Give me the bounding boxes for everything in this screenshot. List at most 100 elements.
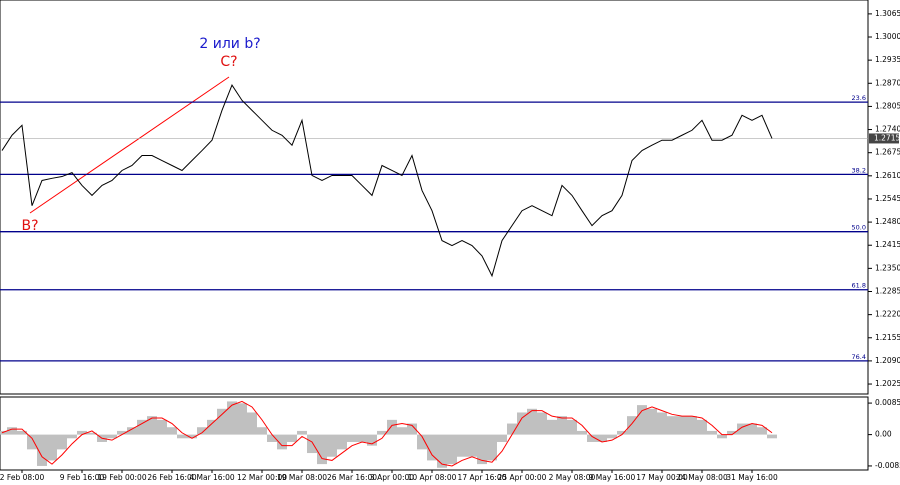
histogram-bar xyxy=(747,423,757,435)
annotation: 2 или b? xyxy=(199,36,260,52)
y-tick-label: 0.00 xyxy=(875,430,892,439)
histogram-bar xyxy=(177,434,187,439)
y-tick-label: 1.2870 xyxy=(875,78,900,87)
y-tick-label: 1.2935 xyxy=(875,55,900,64)
histogram-bar xyxy=(77,430,87,435)
x-tick-label: 4 Mar 16:00 xyxy=(189,473,235,482)
histogram-bar xyxy=(117,430,127,435)
histogram-bar xyxy=(397,427,407,435)
y-tick-label: -0.0085 xyxy=(875,461,900,470)
price-line xyxy=(1,83,773,278)
histogram-bar xyxy=(767,434,777,439)
histogram-bar xyxy=(107,434,117,439)
histogram-bar xyxy=(617,430,627,435)
histogram-bar xyxy=(297,430,307,435)
x-tick-label: 26 Feb 16:00 xyxy=(147,473,196,482)
histogram-bar xyxy=(527,408,537,435)
y-tick-label: 1.2675 xyxy=(875,148,900,157)
histogram-bar xyxy=(137,419,147,435)
histogram-bar xyxy=(607,434,617,439)
histogram-bar xyxy=(87,432,97,435)
histogram-bar xyxy=(477,434,487,465)
histogram-bar xyxy=(187,434,197,439)
x-tick-label: 25 Apr 00:00 xyxy=(498,473,547,482)
wave-line xyxy=(29,76,230,214)
y-tick-label: 1.2220 xyxy=(875,310,900,319)
x-tick-label: 2 May 08:00 xyxy=(549,473,596,482)
histogram-bar xyxy=(657,412,667,435)
x-tick-label: 26 Mar 16:00 xyxy=(327,473,377,482)
y-tick-label: 1.2415 xyxy=(875,240,900,249)
fib-label: 23.6 xyxy=(852,94,866,102)
histogram-bar xyxy=(457,434,467,457)
y-tick-label: 1.2025 xyxy=(875,379,900,388)
histogram-bar xyxy=(687,416,697,435)
histogram-bar xyxy=(517,412,527,435)
y-tick-label: 1.2350 xyxy=(875,263,900,272)
histogram-bar xyxy=(437,434,447,468)
histogram-bar xyxy=(757,427,767,435)
x-tick-label: 17 Apr 16:00 xyxy=(458,473,507,482)
histogram-bar xyxy=(27,434,37,450)
histogram-bar xyxy=(417,434,427,450)
histogram-bar xyxy=(147,416,157,435)
histogram-bar xyxy=(727,430,737,435)
histogram-bar xyxy=(557,416,567,435)
y-tick-label: 0.00855 xyxy=(875,398,900,407)
x-tick-label: 31 May 16:00 xyxy=(726,473,778,482)
histogram-bar xyxy=(157,419,167,435)
histogram-bar xyxy=(227,401,237,435)
histogram-bar xyxy=(627,416,637,435)
fib-label: 76.4 xyxy=(852,353,866,361)
y-tick-label: 1.2285 xyxy=(875,286,900,295)
histogram-bar xyxy=(7,427,17,435)
histogram-bar xyxy=(577,430,587,435)
histogram-bar xyxy=(307,434,317,454)
current-price-box xyxy=(869,133,899,144)
histogram-bar xyxy=(287,434,297,442)
histogram-bar xyxy=(217,408,227,435)
main-frame xyxy=(0,0,869,395)
histogram-bar xyxy=(677,416,687,435)
fib-label: 61.8 xyxy=(852,282,866,290)
histogram-bar xyxy=(317,434,327,465)
histogram-bar xyxy=(667,416,677,435)
histogram-bar xyxy=(377,430,387,435)
x-tick-label: 9 May 16:00 xyxy=(589,473,636,482)
histogram-bar xyxy=(567,419,577,435)
histogram-bar xyxy=(237,403,247,435)
histogram-bar xyxy=(37,434,47,466)
histogram-bar xyxy=(717,434,727,439)
current-price-label: 1.2715 xyxy=(874,133,900,142)
histogram-bar xyxy=(597,434,607,442)
x-tick-label: 9 Feb 16:00 xyxy=(60,473,105,482)
annotation: B? xyxy=(21,218,38,234)
histogram-bar xyxy=(737,423,747,435)
signal-line xyxy=(1,400,773,467)
histogram-bar xyxy=(637,405,647,435)
x-tick-label: 24 May 08:00 xyxy=(676,473,728,482)
histogram-bar xyxy=(197,427,207,435)
x-tick-label: 10 Apr 08:00 xyxy=(408,473,457,482)
fib-label: 38.2 xyxy=(852,166,866,174)
y-tick-label: 1.2155 xyxy=(875,333,900,342)
y-tick-label: 1.2545 xyxy=(875,194,900,203)
y-tick-label: 1.2090 xyxy=(875,356,900,365)
x-tick-label: 17 May 00:00 xyxy=(636,473,688,482)
y-tick-label: 1.2610 xyxy=(875,171,900,180)
histogram-bar xyxy=(207,419,217,435)
histogram-bar xyxy=(247,412,257,435)
histogram-bar xyxy=(257,427,267,435)
histogram-bar xyxy=(17,430,27,435)
histogram-bar xyxy=(367,434,377,446)
histogram-bar xyxy=(697,419,707,435)
histogram-bar xyxy=(327,434,337,457)
histogram-bar xyxy=(547,419,557,435)
histogram-bar xyxy=(47,434,57,461)
y-tick-label: 1.2480 xyxy=(875,217,900,226)
y-tick-label: 1.3000 xyxy=(875,32,900,41)
histogram-bar xyxy=(467,434,477,457)
fib-label: 50.0 xyxy=(852,224,866,232)
histogram-bar xyxy=(67,434,77,439)
